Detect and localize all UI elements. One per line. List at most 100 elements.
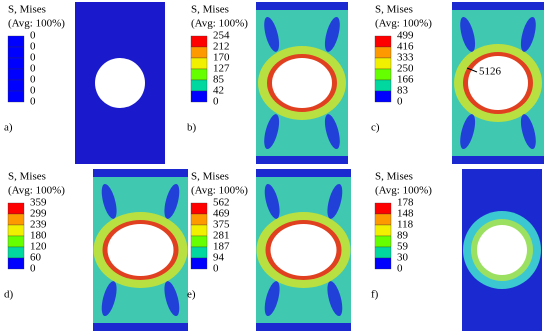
hole xyxy=(272,58,332,108)
hole xyxy=(107,224,174,276)
legend-subtitle: (Avg: 100%) xyxy=(375,185,432,197)
color-band xyxy=(374,257,392,270)
low-stress-zone xyxy=(520,16,536,52)
legend-tick: 89 xyxy=(397,230,409,242)
panel-label: b) xyxy=(187,122,197,134)
color-band xyxy=(190,257,208,270)
low-stress-zone xyxy=(101,183,117,219)
legend-tick: 180 xyxy=(30,230,47,242)
legend-tick: 212 xyxy=(213,41,230,53)
color-band xyxy=(7,46,25,59)
color-band xyxy=(7,35,25,48)
color-band xyxy=(7,246,25,259)
legend-tick: 60 xyxy=(30,252,42,264)
legend-tick: 0 xyxy=(30,30,36,42)
low-stress-zone xyxy=(324,114,340,150)
plate-edge xyxy=(93,169,188,177)
legend-tick: 0 xyxy=(397,96,403,108)
legend-tick: 250 xyxy=(397,63,414,75)
legend-tick: 166 xyxy=(397,74,414,86)
legend-tick: 299 xyxy=(30,208,47,220)
legend-tick: 562 xyxy=(213,197,230,209)
low-stress-zone xyxy=(520,114,536,150)
legend-title: S, Mises xyxy=(191,4,229,16)
low-stress-zone xyxy=(164,183,180,219)
color-band xyxy=(7,68,25,81)
color-band xyxy=(190,79,208,92)
legend-subtitle: (Avg: 100%) xyxy=(191,18,248,30)
legend-tick: 0 xyxy=(30,85,36,97)
color-band xyxy=(190,90,208,103)
legend-tick: 30 xyxy=(397,252,409,264)
legend-tick: 0 xyxy=(213,263,219,275)
color-band xyxy=(374,57,392,70)
legend-tick: 375 xyxy=(213,219,230,231)
legend-tick: 499 xyxy=(397,30,414,42)
hole xyxy=(477,225,527,275)
panel-label: f) xyxy=(371,289,379,301)
legend-title: S, Mises xyxy=(191,171,229,183)
legend-tick: 127 xyxy=(213,63,230,75)
low-stress-zone xyxy=(324,16,340,52)
legend-tick: 0 xyxy=(30,263,36,275)
color-band xyxy=(190,57,208,70)
color-band xyxy=(374,90,392,103)
legend-tick: 42 xyxy=(213,85,224,97)
legend-tick: 281 xyxy=(213,230,230,242)
low-stress-zone xyxy=(264,183,280,219)
color-band xyxy=(374,202,392,215)
color-band xyxy=(374,46,392,59)
color-band xyxy=(190,235,208,248)
legend-tick: 333 xyxy=(397,52,414,64)
legend-tick: 0 xyxy=(30,63,36,75)
legend-tick: 170 xyxy=(213,52,230,64)
legend-tick: 359 xyxy=(30,197,47,209)
color-band xyxy=(7,79,25,92)
hole xyxy=(468,56,528,110)
low-stress-zone xyxy=(264,114,280,150)
legend-tick: 0 xyxy=(397,263,403,275)
legend-subtitle: (Avg: 100%) xyxy=(375,18,432,30)
legend-tick: 83 xyxy=(397,85,409,97)
legend-tick: 416 xyxy=(397,41,414,53)
color-band xyxy=(374,35,392,48)
color-band xyxy=(7,57,25,70)
plate-edge xyxy=(256,323,351,331)
color-band xyxy=(374,68,392,81)
legend-tick: 0 xyxy=(213,96,219,108)
color-band xyxy=(374,235,392,248)
legend-subtitle: (Avg: 100%) xyxy=(191,185,248,197)
legend-tick: 0 xyxy=(30,74,36,86)
panel-label: d) xyxy=(4,289,14,301)
legend-title: S, Mises xyxy=(375,171,413,183)
panel-label: e) xyxy=(187,289,196,301)
low-stress-zone xyxy=(327,281,343,317)
legend-tick: 254 xyxy=(213,30,230,42)
color-band xyxy=(190,213,208,226)
low-stress-zone xyxy=(264,16,280,52)
plate-edge xyxy=(452,156,544,164)
low-stress-zone xyxy=(101,281,117,317)
annotation-arrow xyxy=(466,67,478,73)
color-band xyxy=(7,224,25,237)
plate-edge xyxy=(452,2,544,10)
color-band xyxy=(7,213,25,226)
hole xyxy=(95,58,145,108)
low-stress-zone xyxy=(460,16,476,52)
legend-tick: 118 xyxy=(397,219,414,231)
color-band xyxy=(190,202,208,215)
legend-tick: 0 xyxy=(30,41,36,53)
color-band xyxy=(7,257,25,270)
legend-tick: 0 xyxy=(30,96,36,108)
color-band xyxy=(190,224,208,237)
low-stress-zone xyxy=(164,281,180,317)
color-band xyxy=(7,90,25,103)
legend-tick: 85 xyxy=(213,74,225,86)
low-stress-zone xyxy=(460,114,476,150)
legend-tick: 148 xyxy=(397,208,414,220)
color-band xyxy=(374,246,392,259)
plate-edge xyxy=(93,323,188,331)
plate-edge xyxy=(256,2,348,10)
legend-title: S, Mises xyxy=(375,4,413,16)
